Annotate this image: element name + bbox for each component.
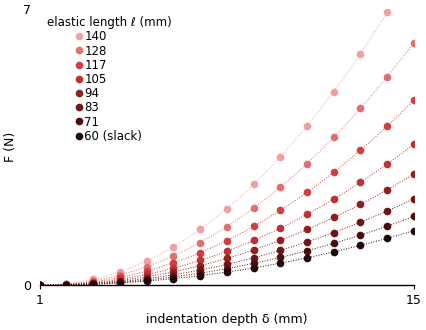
Legend: 140, 128, 117, 105, 94, 83, 71, 60 (slack): 140, 128, 117, 105, 94, 83, 71, 60 (slac… (46, 15, 173, 144)
Y-axis label: F (N): F (N) (4, 132, 17, 162)
X-axis label: indentation depth δ (mm): indentation depth δ (mm) (146, 313, 308, 326)
